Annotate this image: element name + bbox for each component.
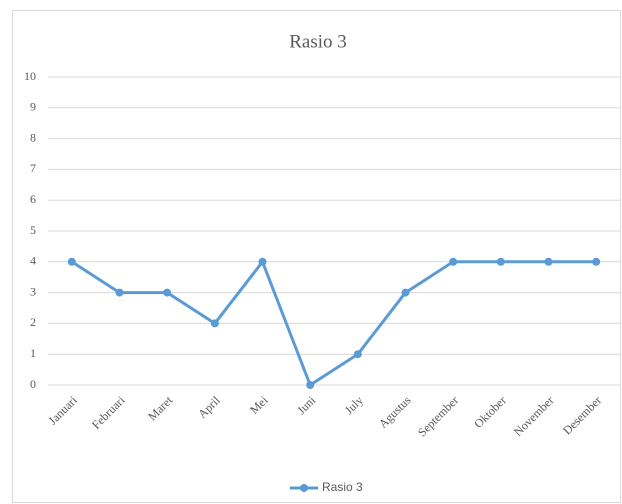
legend-label: Rasio 3 (322, 480, 363, 494)
y-tick-label: 4 (30, 254, 36, 268)
legend-marker (300, 484, 308, 492)
y-tick-label: 10 (24, 69, 36, 83)
point (67, 257, 76, 266)
y-tick-label: 7 (30, 161, 36, 175)
chart-border (12, 10, 621, 503)
y-tick-label: 8 (30, 130, 36, 144)
point (210, 319, 219, 328)
point (258, 257, 267, 266)
y-tick-label: 0 (30, 377, 36, 391)
point (163, 288, 172, 297)
y-tick-label: 5 (30, 223, 36, 237)
point (592, 257, 601, 266)
point (306, 381, 315, 389)
point (544, 257, 553, 266)
point (401, 288, 410, 297)
y-tick-label: 2 (30, 315, 36, 329)
point (449, 257, 458, 266)
point (496, 257, 505, 266)
y-tick-label: 9 (30, 100, 36, 114)
point (353, 350, 362, 359)
y-tick-label: 6 (30, 192, 36, 206)
chart-title: Rasio 3 (289, 31, 347, 52)
point (115, 288, 124, 297)
y-tick-label: 1 (30, 346, 36, 360)
series-line (71, 260, 597, 387)
y-tick-label: 3 (30, 284, 36, 298)
